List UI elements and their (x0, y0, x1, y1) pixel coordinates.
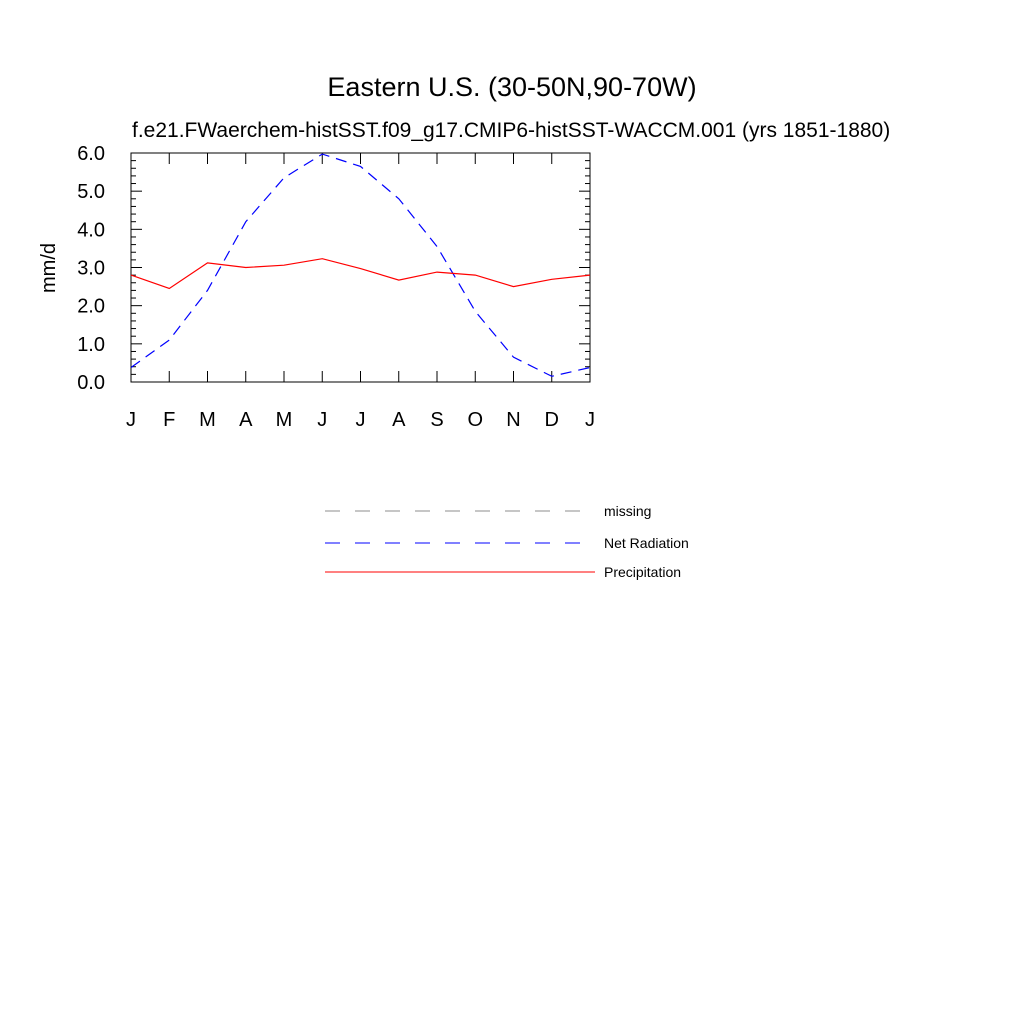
x-tick-label: D (545, 409, 559, 431)
chart-title: Eastern U.S. (30-50N,90-70W) (327, 72, 696, 102)
y-tick-label: 2.0 (77, 296, 105, 318)
y-tick-label: 5.0 (77, 181, 105, 203)
y-tick-label: 0.0 (77, 372, 105, 394)
x-tick-label: N (506, 409, 520, 431)
y-tick-label: 3.0 (77, 258, 105, 280)
x-tick-label: J (356, 409, 366, 431)
series-line-precipitation (130, 258, 591, 290)
series-line-net-radiation (130, 153, 591, 377)
x-tick-label: J (317, 409, 327, 431)
y-tick-label: 6.0 (77, 143, 105, 165)
legend-label: Net Radiation (604, 535, 689, 551)
x-tick-label: J (585, 409, 595, 431)
x-tick-label: O (467, 409, 483, 431)
series-layer (130, 153, 591, 377)
legend: missing Net Radiation Precipitation (325, 503, 689, 580)
y-tick-label: 1.0 (77, 334, 105, 356)
x-tick-label: S (430, 409, 443, 431)
chart-subtitle: f.e21.FWaerchem-histSST.f09_g17.CMIP6-hi… (132, 119, 890, 142)
x-tick-label: F (163, 409, 175, 431)
legend-label: missing (604, 503, 651, 519)
y-tick-label: 4.0 (77, 219, 105, 241)
x-tick-label: J (126, 409, 136, 431)
x-tick-label: A (392, 409, 406, 431)
legend-label: Precipitation (604, 564, 681, 580)
y-axis-label: mm/d (38, 243, 60, 293)
x-tick-label: M (199, 409, 216, 431)
axis-ticks: 0.0 1.0 2.0 3.0 4.0 5.0 6.0 J F M A M J J A S O N D J (77, 143, 595, 431)
x-tick-label: A (239, 409, 253, 431)
x-tick-label: M (276, 409, 293, 431)
